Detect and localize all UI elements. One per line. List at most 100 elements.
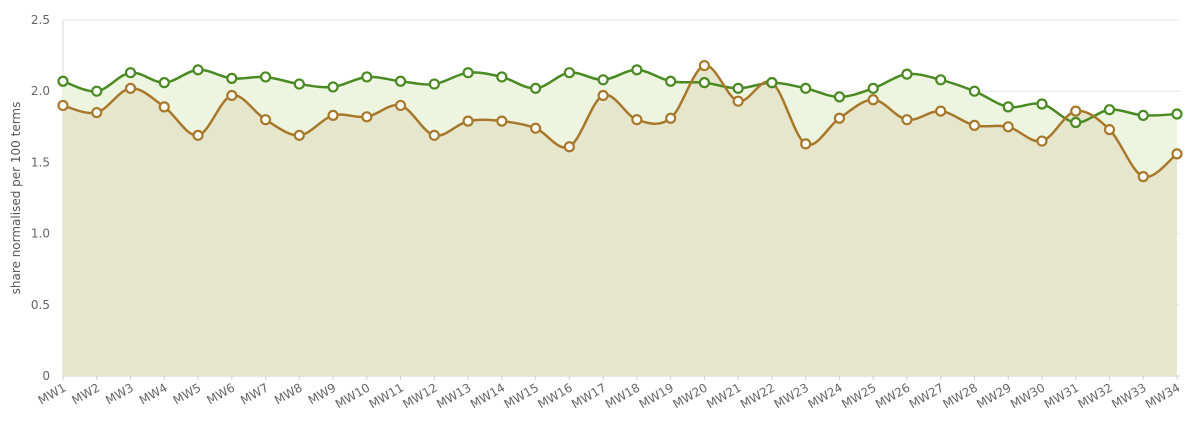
data-point[interactable] — [293, 78, 305, 90]
x-tick-label: MW28 — [940, 380, 979, 411]
data-point[interactable] — [1036, 98, 1048, 110]
data-point[interactable] — [226, 89, 238, 102]
data-point[interactable] — [833, 112, 846, 124]
x-tick-label: MW5 — [171, 380, 204, 407]
data-point[interactable] — [665, 112, 677, 124]
data-point[interactable] — [327, 81, 339, 93]
data-point[interactable] — [91, 106, 103, 119]
x-tick-label: MW12 — [400, 380, 439, 411]
data-point[interactable] — [833, 91, 846, 103]
data-point[interactable] — [631, 114, 643, 126]
y-tick-label: 2.0 — [31, 84, 50, 98]
data-point[interactable] — [1070, 105, 1082, 117]
data-point[interactable] — [530, 122, 542, 134]
data-point[interactable] — [192, 64, 204, 76]
x-tick-label: MW21 — [704, 380, 743, 411]
x-tick-label: MW14 — [468, 380, 507, 411]
x-tick-label: MW25 — [839, 380, 878, 411]
data-point[interactable] — [597, 89, 609, 102]
data-point[interactable] — [597, 74, 609, 86]
data-point[interactable] — [259, 71, 272, 83]
data-point[interactable] — [1002, 101, 1014, 113]
data-point[interactable] — [428, 78, 440, 90]
x-tick-label: MW27 — [907, 380, 946, 411]
x-tick-label: MW10 — [333, 380, 372, 411]
data-point[interactable] — [631, 64, 643, 76]
x-tick-label: MW3 — [103, 380, 136, 407]
data-point[interactable] — [901, 114, 913, 126]
data-point[interactable] — [192, 129, 204, 141]
data-point[interactable] — [1103, 124, 1116, 136]
x-tick-label: MW9 — [306, 380, 339, 407]
x-tick-label: MW26 — [873, 380, 912, 411]
series-lines — [62, 64, 1178, 179]
data-point[interactable] — [462, 67, 474, 79]
data-point[interactable] — [563, 67, 575, 79]
x-tick-label: MW13 — [434, 380, 473, 411]
data-point[interactable] — [57, 99, 69, 112]
data-point[interactable] — [1137, 171, 1149, 183]
data-point[interactable] — [1002, 121, 1014, 133]
data-point[interactable] — [800, 82, 812, 94]
series-points — [57, 59, 1183, 183]
data-point[interactable] — [732, 82, 744, 94]
data-point[interactable] — [226, 72, 238, 84]
data-point[interactable] — [968, 119, 981, 131]
data-point[interactable] — [91, 85, 103, 97]
data-point[interactable] — [901, 68, 913, 80]
data-point[interactable] — [665, 75, 677, 87]
y-axis-label: share normalised per 100 terms — [9, 102, 23, 295]
data-point[interactable] — [259, 114, 272, 126]
data-point[interactable] — [496, 115, 508, 127]
data-point[interactable] — [698, 59, 710, 72]
x-tick-label: MW15 — [502, 380, 541, 411]
data-point[interactable] — [293, 129, 305, 141]
data-point[interactable] — [698, 77, 710, 89]
x-axis-ticks: MW1 MW2 MW3 MW4 MW5 MW6 MW7 MW8 MW9MW10MW11MW12M… — [36, 376, 1183, 411]
data-point[interactable] — [935, 74, 947, 86]
data-point[interactable] — [1137, 109, 1149, 122]
series-areas — [63, 65, 1177, 376]
x-tick-label: MW1 — [36, 380, 69, 407]
data-point[interactable] — [800, 138, 812, 150]
data-point[interactable] — [394, 75, 407, 87]
data-point[interactable] — [428, 129, 440, 141]
data-point[interactable] — [867, 94, 879, 106]
x-tick-label: MW29 — [974, 380, 1013, 411]
data-point[interactable] — [1070, 116, 1082, 129]
data-point[interactable] — [496, 71, 508, 83]
data-point[interactable] — [1171, 148, 1183, 160]
x-tick-label: MW11 — [367, 380, 406, 411]
data-point[interactable] — [563, 141, 575, 153]
data-point[interactable] — [124, 67, 137, 79]
y-axis-ticks: 0 0.5 1.0 1.5 2.0 2.5 — [31, 13, 50, 383]
data-point[interactable] — [124, 82, 137, 94]
data-point[interactable] — [158, 77, 170, 89]
x-tick-label: MW23 — [772, 380, 811, 411]
data-point[interactable] — [1171, 108, 1183, 120]
x-tick-label: MW20 — [670, 380, 709, 411]
data-point[interactable] — [968, 85, 981, 97]
x-tick-label: MW8 — [272, 380, 305, 407]
data-point[interactable] — [867, 82, 879, 94]
x-tick-label: MW17 — [569, 380, 608, 411]
data-point[interactable] — [935, 105, 947, 117]
data-point[interactable] — [732, 95, 744, 107]
data-point[interactable] — [327, 109, 339, 122]
y-tick-label: 1.5 — [31, 155, 50, 169]
data-point[interactable] — [766, 77, 778, 89]
data-point[interactable] — [361, 111, 373, 123]
data-point[interactable] — [57, 75, 69, 87]
x-tick-label: MW32 — [1076, 380, 1115, 411]
data-point[interactable] — [1103, 104, 1116, 116]
x-tick-label: MW24 — [805, 380, 844, 411]
x-tick-label: MW2 — [69, 380, 102, 407]
data-point[interactable] — [462, 115, 474, 127]
data-point[interactable] — [361, 71, 373, 83]
data-point[interactable] — [530, 82, 542, 94]
data-point[interactable] — [394, 99, 407, 112]
x-tick-label: MW22 — [738, 380, 777, 411]
data-point[interactable] — [1036, 135, 1048, 147]
data-point[interactable] — [158, 101, 170, 113]
